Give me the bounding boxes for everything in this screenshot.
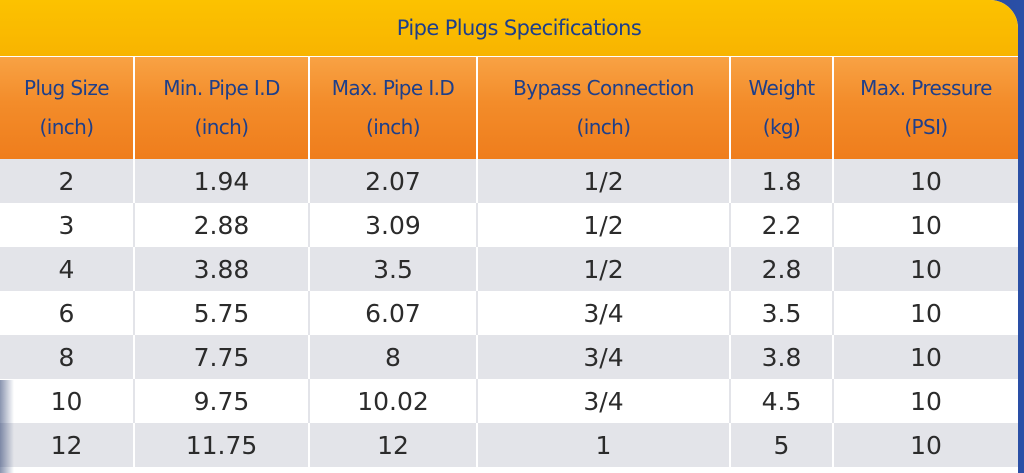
cell-bypass-connection: 3/4 — [476, 335, 730, 379]
cell-max-pressure: 10 — [832, 423, 1018, 467]
table-row: 3 2.88 3.09 1/2 2.2 10 — [0, 203, 1018, 247]
cell-plug-size: 10 — [0, 379, 134, 423]
column-header-label: Weight — [748, 76, 815, 100]
cell-max-pipe-id: 10.02 — [308, 379, 477, 423]
cell-weight: 2.2 — [729, 203, 833, 247]
cell-weight: 2.8 — [729, 247, 833, 291]
column-header-max-pressure: Max. Pressure (PSI) — [832, 57, 1018, 159]
cell-min-pipe-id: 1.94 — [133, 159, 309, 203]
column-header-min-pipe-id: Min. Pipe I.D (inch) — [133, 57, 309, 159]
column-header-unit: (kg) — [762, 115, 801, 139]
cell-bypass-connection: 1/2 — [476, 159, 730, 203]
specifications-table: Plug Size (inch) Min. Pipe I.D (inch) Ma… — [0, 57, 1018, 467]
column-header-label: Min. Pipe I.D — [163, 76, 280, 100]
cell-plug-size: 4 — [0, 247, 134, 291]
column-header-unit: (inch) — [39, 115, 95, 139]
cell-bypass-connection: 3/4 — [476, 379, 730, 423]
cell-min-pipe-id: 5.75 — [133, 291, 309, 335]
cell-max-pressure: 10 — [832, 247, 1018, 291]
cell-plug-size: 8 — [0, 335, 134, 379]
table-row: 8 7.75 8 3/4 3.8 10 — [0, 335, 1018, 379]
column-header-max-pipe-id: Max. Pipe I.D (inch) — [308, 57, 477, 159]
cell-max-pipe-id: 2.07 — [308, 159, 477, 203]
cell-weight: 4.5 — [729, 379, 833, 423]
cell-min-pipe-id: 7.75 — [133, 335, 309, 379]
cell-plug-size: 3 — [0, 203, 134, 247]
cell-bypass-connection: 1/2 — [476, 203, 730, 247]
cell-bypass-connection: 1 — [476, 423, 730, 467]
title-bar: Pipe Plugs Specifications — [0, 0, 1018, 56]
cell-max-pressure: 10 — [832, 335, 1018, 379]
cell-weight: 3.8 — [729, 335, 833, 379]
cell-max-pressure: 10 — [832, 203, 1018, 247]
cell-min-pipe-id: 9.75 — [133, 379, 309, 423]
cell-bypass-connection: 3/4 — [476, 291, 730, 335]
cell-max-pipe-id: 3.09 — [308, 203, 477, 247]
cell-max-pipe-id: 12 — [308, 423, 477, 467]
column-header-label: Plug Size — [23, 76, 110, 100]
header-row: Plug Size (inch) Min. Pipe I.D (inch) Ma… — [0, 57, 1018, 159]
cell-weight: 1.8 — [729, 159, 833, 203]
column-header-unit: (PSI) — [904, 115, 948, 139]
column-header-unit: (inch) — [576, 115, 632, 139]
column-header-unit: (inch) — [194, 115, 250, 139]
column-header-bypass-connection: Bypass Connection (inch) — [476, 57, 730, 159]
cell-min-pipe-id: 3.88 — [133, 247, 309, 291]
cell-bypass-connection: 1/2 — [476, 247, 730, 291]
column-header-label: Max. Pipe I.D — [331, 76, 455, 100]
cell-max-pipe-id: 6.07 — [308, 291, 477, 335]
table-row: 12 11.75 12 1 5 10 — [0, 423, 1018, 467]
column-header-unit: (inch) — [366, 115, 421, 139]
table-title: Pipe Plugs Specifications — [396, 16, 642, 40]
cell-plug-size: 2 — [0, 159, 134, 203]
column-header-label: Bypass Connection — [513, 76, 694, 100]
cell-weight: 3.5 — [729, 291, 833, 335]
table-row: 10 9.75 10.02 3/4 4.5 10 — [0, 379, 1018, 423]
cell-plug-size: 12 — [0, 423, 134, 467]
column-header-plug-size: Plug Size (inch) — [0, 57, 134, 159]
edge-shadow — [0, 380, 14, 473]
cell-max-pipe-id: 8 — [308, 335, 477, 379]
cell-max-pressure: 10 — [832, 159, 1018, 203]
cell-weight: 5 — [729, 423, 833, 467]
table-row: 6 5.75 6.07 3/4 3.5 10 — [0, 291, 1018, 335]
table-row: 2 1.94 2.07 1/2 1.8 10 — [0, 159, 1018, 203]
cell-plug-size: 6 — [0, 291, 134, 335]
cell-min-pipe-id: 2.88 — [133, 203, 309, 247]
cell-max-pressure: 10 — [832, 291, 1018, 335]
cell-max-pipe-id: 3.5 — [308, 247, 477, 291]
cell-min-pipe-id: 11.75 — [133, 423, 309, 467]
column-header-label: Max. Pressure — [860, 76, 992, 100]
cell-max-pressure: 10 — [832, 379, 1018, 423]
table-row: 4 3.88 3.5 1/2 2.8 10 — [0, 247, 1018, 291]
column-header-weight: Weight (kg) — [729, 57, 833, 159]
